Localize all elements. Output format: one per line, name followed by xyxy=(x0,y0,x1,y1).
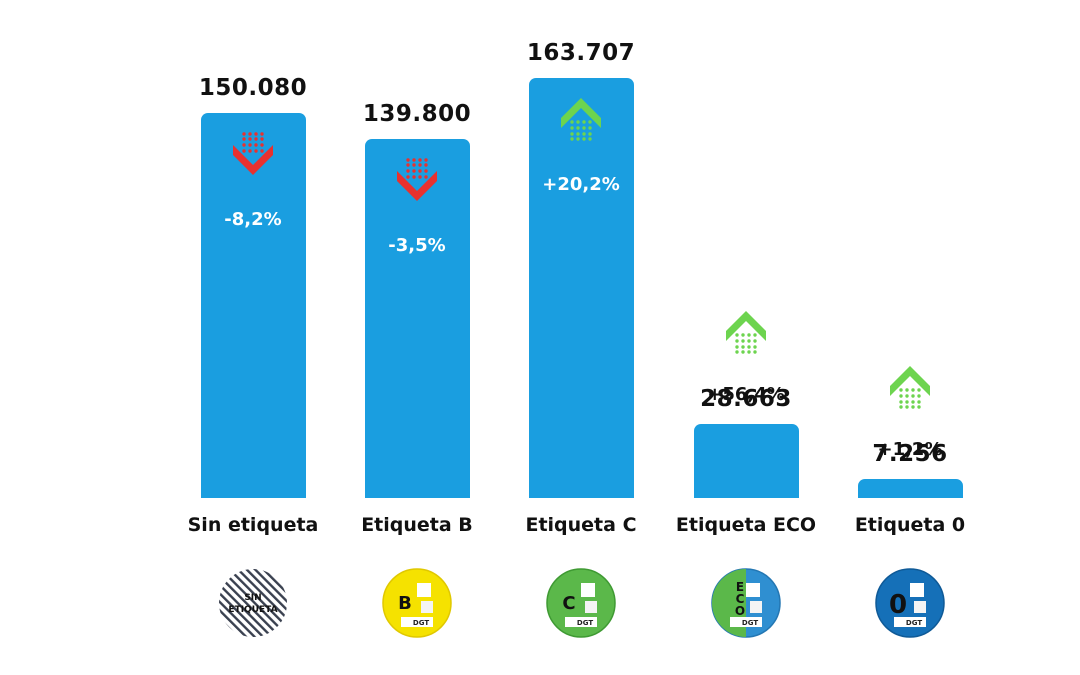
category-label-2: Etiqueta C xyxy=(525,514,637,536)
bar-0 xyxy=(200,112,306,498)
value-label-2: 163.707 xyxy=(526,40,636,66)
up-arrow-icon xyxy=(561,98,601,141)
category-label-1: Etiqueta B xyxy=(361,514,473,536)
change-label-0: -8,2% xyxy=(224,208,282,230)
badge-letter: C xyxy=(736,592,745,606)
badge-letter: 0 xyxy=(889,590,907,620)
bar-2 xyxy=(528,78,634,498)
badge-letter: C xyxy=(562,593,575,614)
value-label-4: 7.256 xyxy=(872,441,948,468)
up-arrow-icon xyxy=(890,366,930,410)
sin-etiqueta-badge-icon: SIN ETIQUETA xyxy=(219,569,287,637)
badge-brand: DGT xyxy=(906,619,922,627)
down-arrow-icon xyxy=(233,132,273,175)
category-label-0: Sin etiqueta xyxy=(187,514,319,536)
badge-brand: DGT xyxy=(742,619,758,627)
badge-letter: O xyxy=(735,604,745,618)
badge-brand: DGT xyxy=(413,619,429,627)
badge-letter: E xyxy=(736,580,744,594)
up-arrow-icon xyxy=(726,311,766,355)
category-label-4: Etiqueta 0 xyxy=(854,514,966,536)
value-label-3: 28.663 xyxy=(700,386,792,413)
change-label-3: +56,4% xyxy=(707,384,785,406)
bar-4 xyxy=(857,479,963,498)
change-label-2: +20,2% xyxy=(542,174,620,195)
category-label-3: Etiqueta ECO xyxy=(675,514,817,536)
change-label-1: -3,5% xyxy=(388,235,446,257)
badge-brand: DGT xyxy=(577,619,593,627)
change-label-4: +1,2% xyxy=(877,439,943,461)
down-arrow-icon xyxy=(397,158,437,202)
bar-3 xyxy=(693,424,799,498)
badge-line2: ETIQUETA xyxy=(228,605,277,615)
value-label-0: 150.080 xyxy=(198,74,308,101)
badge-letter: B xyxy=(398,593,412,614)
badge-line1: SIN xyxy=(244,593,261,603)
value-label-1: 139.800 xyxy=(362,101,472,128)
